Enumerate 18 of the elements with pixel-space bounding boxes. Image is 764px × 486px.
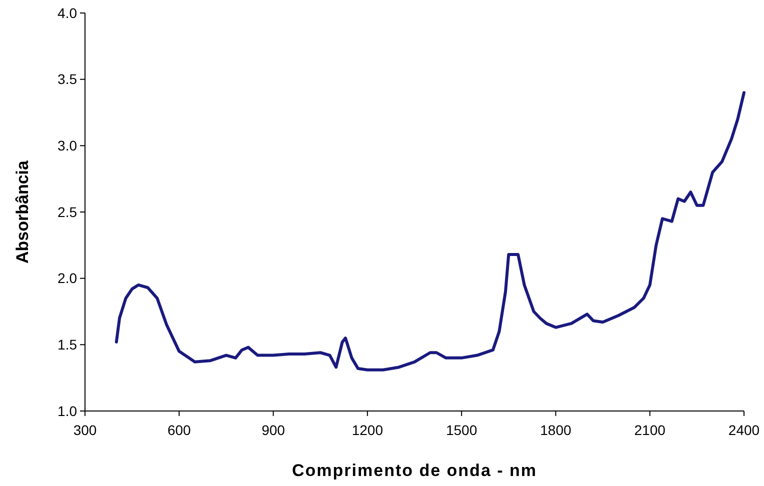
line-series [114, 91, 746, 372]
x-tick-label: 1200 [352, 422, 384, 438]
y-tick-label: 4.0 [58, 4, 78, 21]
y-tick-label: 3.0 [58, 138, 78, 154]
y-tick-label: 2.5 [58, 204, 78, 220]
x-tick-label: 600 [167, 422, 192, 438]
x-tick-label: 2100 [634, 422, 666, 438]
y-tick-label: 3.5 [58, 71, 78, 88]
x-tick-label: 1500 [446, 422, 478, 438]
x-tick-label: 1800 [540, 422, 572, 438]
y-tick-label: 1.5 [58, 336, 78, 353]
x-axis-title: Comprimento de onda - nm [292, 461, 537, 480]
y-tick-label: 2.0 [58, 270, 78, 286]
y-tick-label: 1.0 [58, 402, 78, 419]
x-tick-label: 300 [73, 422, 97, 438]
x-tick-label: 900 [262, 422, 286, 438]
x-tick-label: 2400 [728, 422, 760, 438]
y-axis-title: Absorbância [13, 160, 32, 264]
